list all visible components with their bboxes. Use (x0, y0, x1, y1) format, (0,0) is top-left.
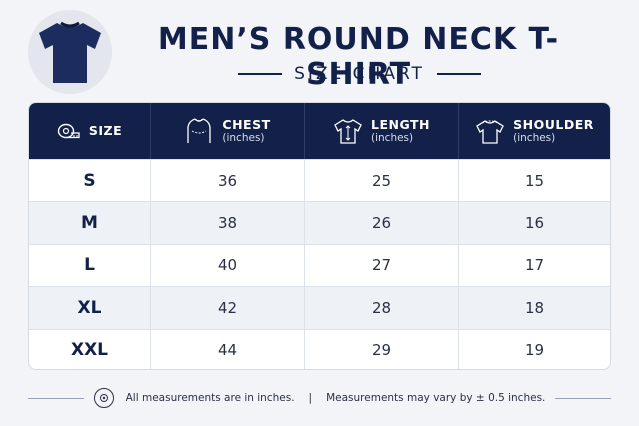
length-cell: 29 (305, 329, 459, 369)
column-label-length: LENGTH (371, 116, 430, 132)
size-cell: XL (29, 287, 151, 329)
table-row: XXL 44 29 19 (29, 328, 610, 369)
column-label-chest: CHEST (222, 116, 271, 132)
subtitle-rule-right (436, 73, 481, 75)
size-cell: S (29, 160, 151, 202)
table-header: SIZE CHEST (inches) LENGTH (inches) (29, 103, 610, 159)
column-unit-length: (inches) (371, 132, 414, 145)
subtitle-rule-left (238, 73, 283, 75)
column-header-size: SIZE (29, 103, 151, 159)
shoulder-cell: 17 (524, 256, 545, 275)
tshirt-length-icon (334, 119, 362, 144)
column-header-length: LENGTH (inches) (305, 103, 459, 159)
column-label-shoulder: SHOULDER (513, 116, 594, 132)
length-cell: 28 (305, 287, 459, 329)
chest-icon (187, 118, 212, 143)
length-cell: 26 (305, 202, 459, 244)
subtitle-row: SIZE CHART (200, 64, 519, 84)
footer-note-tolerance: Measurements may vary by ± 0.5 inches. (326, 392, 546, 404)
length-cell: 25 (305, 160, 459, 202)
footer-note-units: All measurements are in inches. (125, 392, 295, 404)
shoulder-icon (476, 120, 504, 144)
size-cell: M (29, 202, 151, 244)
column-label-size: SIZE (88, 122, 123, 138)
chest-cell: 36 (151, 160, 305, 202)
column-header-chest: CHEST (inches) (151, 103, 305, 159)
table-row: M 38 26 16 (29, 201, 610, 244)
footer-notes: All measurements are in inches. | Measur… (28, 386, 611, 410)
page-subtitle: SIZE CHART (294, 64, 425, 84)
column-unit-shoulder: (inches) (513, 132, 556, 145)
column-header-shoulder: SHOULDER (inches) (459, 103, 610, 159)
footer-rule-left (28, 397, 84, 399)
chest-cell: 40 (151, 244, 305, 287)
footer-separator: | (308, 392, 313, 404)
measuring-tape-icon (93, 388, 114, 408)
tshirt-image (28, 10, 112, 94)
size-cell: XXL (29, 329, 151, 369)
chest-cell: 38 (151, 202, 305, 244)
chest-cell: 44 (151, 329, 305, 369)
size-table: SIZE CHEST (inches) LENGTH (inches) (28, 102, 611, 370)
chest-cell: 42 (151, 287, 305, 329)
tshirt-icon (39, 21, 101, 83)
column-unit-chest: (inches) (222, 132, 265, 145)
length-cell: 27 (305, 244, 459, 287)
shoulder-cell: 15 (524, 171, 545, 190)
measuring-tape-icon (57, 123, 80, 139)
footer-rule-right (555, 397, 611, 399)
shoulder-cell: 19 (524, 341, 545, 360)
table-row: S 36 25 15 (29, 159, 610, 202)
size-cell: L (29, 244, 151, 287)
table-row: XL 42 28 18 (29, 286, 610, 329)
shoulder-cell: 18 (524, 298, 545, 317)
table-row: L 40 27 17 (29, 243, 610, 287)
page-title: MEN’S ROUND NECK T-SHIRT (157, 22, 560, 92)
shoulder-cell: 16 (524, 214, 545, 233)
